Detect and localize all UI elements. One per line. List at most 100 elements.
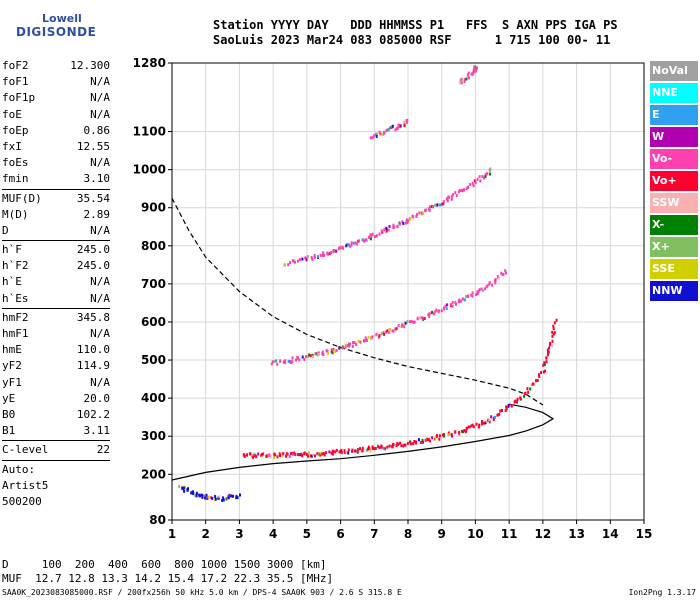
echo-mark — [551, 334, 554, 338]
echo-mark — [481, 175, 484, 178]
muf-curve — [171, 197, 544, 406]
muf-row: MUF 12.7 12.8 13.3 14.2 15.4 17.2 22.3 3… — [2, 572, 334, 585]
echo-mark — [409, 442, 412, 446]
echo-mark — [239, 493, 241, 497]
echo-mark — [269, 455, 272, 459]
echo-mark — [317, 453, 320, 457]
echo-mark — [295, 358, 297, 362]
echo-mark — [284, 359, 286, 363]
echo-mark — [454, 300, 457, 304]
param-separator — [2, 459, 110, 461]
echo-mark — [451, 300, 454, 304]
param-label: h`E — [2, 275, 22, 289]
echo-mark — [409, 217, 412, 221]
echo-mark — [523, 394, 526, 398]
param-row: h`E N/A — [2, 274, 110, 290]
echo-mark — [505, 407, 508, 411]
echo-mark — [481, 420, 483, 423]
echo-mark — [442, 200, 445, 204]
param-separator — [2, 440, 110, 442]
y-tick-label: 300 — [141, 429, 166, 443]
echo-mark — [308, 353, 311, 357]
echo-mark — [474, 69, 477, 73]
echo-mark — [396, 126, 399, 130]
param-value: 12.300 — [70, 59, 110, 72]
param-row: foE N/A — [2, 107, 110, 123]
echo-mark — [297, 356, 299, 360]
echo-mark — [458, 430, 461, 434]
echo-mark — [542, 363, 545, 367]
file-info: SAA0K_2023083085000.RSF / 200fx256h 50 k… — [2, 588, 402, 597]
echo-mark — [451, 193, 454, 197]
param-row: fmin 3.10 — [2, 171, 110, 187]
param-row: hmE 110.0 — [2, 342, 110, 358]
echo-mark — [383, 332, 386, 336]
echo-mark — [365, 339, 368, 342]
echo-mark — [274, 453, 277, 457]
echo-mark — [355, 342, 358, 346]
echo-mark — [359, 340, 362, 344]
echo-mark — [501, 409, 503, 412]
param-row: yE 20.0 — [2, 391, 110, 407]
echo-mark — [334, 450, 337, 454]
param-label: yF1 — [2, 375, 22, 389]
echo-mark — [330, 348, 333, 352]
echo-mark — [328, 450, 331, 454]
polarization-legend: NoVal NNE E W Vo- Vo+ SSW X- X+ SSE NNW — [650, 61, 698, 303]
echo-mark — [282, 360, 285, 364]
echo-mark — [322, 353, 325, 356]
echo-mark — [353, 449, 356, 453]
echo-mark — [355, 242, 358, 246]
echo-mark — [460, 188, 463, 192]
echo-mark — [298, 258, 301, 262]
param-value: 345.8 — [76, 310, 110, 324]
echo-mark — [332, 347, 335, 351]
echo-mark — [299, 453, 302, 457]
echo-mark — [407, 219, 410, 223]
echo-mark — [347, 451, 350, 455]
echo-mark — [342, 246, 345, 250]
echo-mark — [454, 191, 457, 195]
echo-mark — [463, 78, 466, 82]
param-value: 102.2 — [76, 407, 110, 421]
echo-mark — [428, 312, 431, 316]
param-row: h`Es N/A — [2, 291, 110, 307]
echo-mark — [356, 450, 359, 454]
echo-mark — [325, 348, 328, 352]
echo-mark — [387, 127, 390, 131]
param-label: Artist5 — [2, 478, 49, 492]
echo-mark — [490, 415, 493, 419]
echo-mark — [363, 239, 366, 243]
echo-mark — [472, 184, 475, 188]
echo-mark — [290, 360, 292, 364]
echo-mark — [314, 255, 316, 259]
echo-mark — [214, 495, 217, 498]
echo-mark — [540, 371, 542, 375]
echo-mark — [458, 81, 461, 85]
param-value: N/A — [90, 275, 110, 289]
echo-mark — [395, 444, 398, 447]
param-label: h`F — [2, 243, 22, 257]
x-tick-label: 12 — [535, 527, 552, 541]
echo-mark — [513, 400, 516, 404]
param-row: yF2 114.9 — [2, 358, 110, 374]
echo-mark — [476, 66, 478, 70]
echo-mark — [367, 335, 370, 339]
param-row: hmF1 N/A — [2, 326, 110, 342]
echo-mark — [426, 438, 429, 441]
param-label: D — [2, 223, 9, 237]
echo-mark — [399, 441, 402, 445]
echo-mark — [379, 132, 382, 136]
legend-entry: W — [650, 127, 698, 147]
echo-mark — [460, 429, 463, 433]
echo-mark — [482, 421, 485, 425]
echo-mark — [446, 303, 449, 307]
echo-mark — [443, 434, 446, 438]
echo-mark — [516, 400, 518, 404]
echo-mark — [391, 124, 394, 128]
echo-mark — [285, 452, 288, 456]
x-tick-label: 13 — [568, 527, 585, 541]
echo-mark — [457, 300, 460, 304]
echo-mark — [486, 172, 489, 176]
param-value: 12.55 — [76, 139, 110, 153]
